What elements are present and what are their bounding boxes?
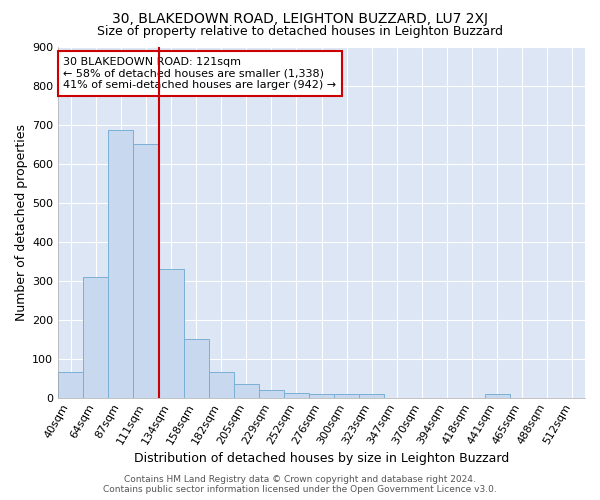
Text: 30 BLAKEDOWN ROAD: 121sqm
← 58% of detached houses are smaller (1,338)
41% of se: 30 BLAKEDOWN ROAD: 121sqm ← 58% of detac… [64, 57, 337, 90]
Bar [284, 393, 309, 398]
Bar [234, 384, 259, 398]
Bar [485, 394, 510, 398]
X-axis label: Distribution of detached houses by size in Leighton Buzzard: Distribution of detached houses by size … [134, 452, 509, 465]
Bar [334, 394, 359, 398]
Bar [259, 390, 284, 398]
Text: Contains HM Land Registry data © Crown copyright and database right 2024.
Contai: Contains HM Land Registry data © Crown c… [103, 474, 497, 494]
Bar [359, 394, 384, 398]
Bar [83, 278, 109, 398]
Bar [109, 130, 133, 398]
Bar [58, 372, 83, 398]
Text: 30, BLAKEDOWN ROAD, LEIGHTON BUZZARD, LU7 2XJ: 30, BLAKEDOWN ROAD, LEIGHTON BUZZARD, LU… [112, 12, 488, 26]
Bar [184, 339, 209, 398]
Y-axis label: Number of detached properties: Number of detached properties [15, 124, 28, 320]
Bar [158, 269, 184, 398]
Bar [209, 372, 234, 398]
Bar [133, 144, 158, 398]
Bar [309, 394, 334, 398]
Text: Size of property relative to detached houses in Leighton Buzzard: Size of property relative to detached ho… [97, 25, 503, 38]
